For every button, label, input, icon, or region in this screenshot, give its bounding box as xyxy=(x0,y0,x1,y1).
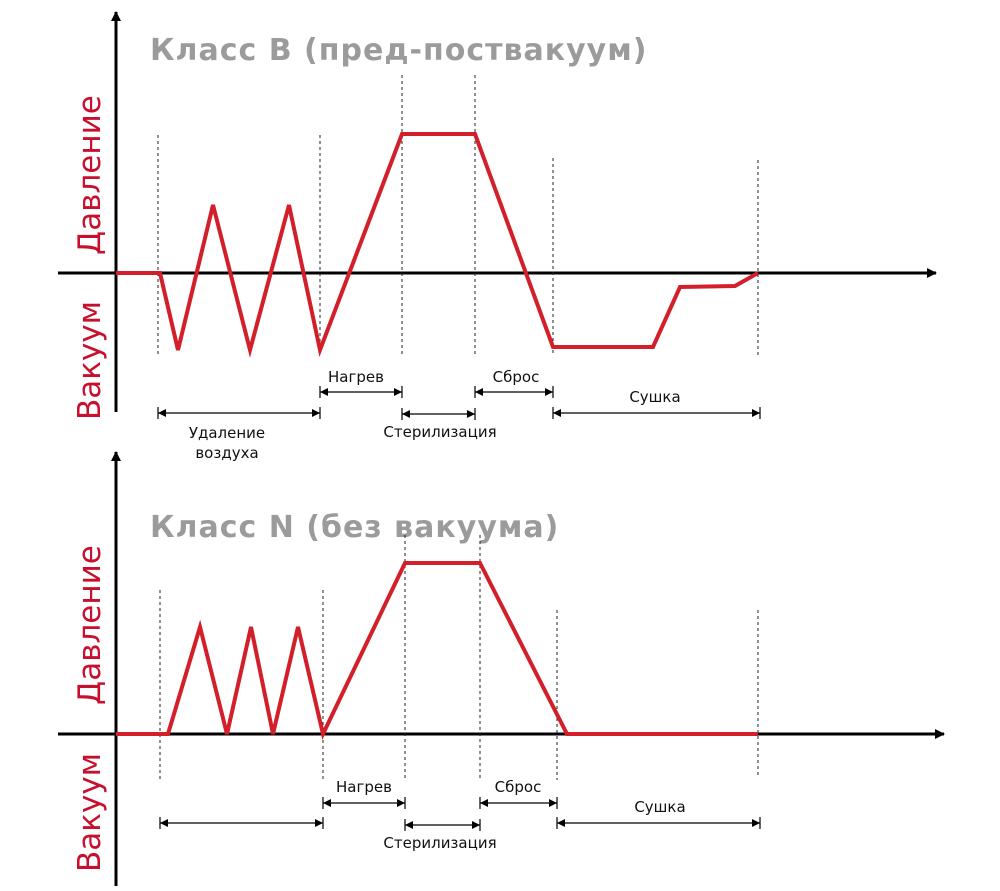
sterilization-label: Стерилизация xyxy=(383,423,496,441)
pressure-curve xyxy=(116,561,758,740)
release-label: Сброс xyxy=(495,778,542,796)
vacuum-axis-label: Вакуум xyxy=(72,753,108,872)
heating-label: Нагрев xyxy=(328,368,384,386)
phase-labels: Удаление воздуха Нагрев Стерилизация Сбр… xyxy=(189,368,681,462)
phase-dimensions xyxy=(157,386,761,420)
pressure-axis-label: Давление xyxy=(72,95,108,255)
sterilization-label: Стерилизация xyxy=(383,834,496,852)
pressure-curve xyxy=(116,132,759,358)
panel-class-b: Класс B (пред-поствакуум) Давление Вакуу… xyxy=(58,11,937,462)
phase-guides xyxy=(157,75,759,355)
air-removal-label-line1: Удаление xyxy=(189,424,265,442)
phase-guides xyxy=(159,535,759,780)
drying-dimension xyxy=(552,407,761,419)
axes xyxy=(58,11,937,412)
panel-class-n: Класс N (без вакуума) Давление Вакуум xyxy=(58,451,945,886)
vacuum-axis-label: Вакуум xyxy=(72,301,108,420)
drying-label: Сушка xyxy=(634,798,685,816)
sterilization-dimension xyxy=(404,819,481,831)
panel-title: Класс N (без вакуума) xyxy=(150,510,559,545)
air-removal-dimension xyxy=(159,817,324,829)
axes xyxy=(58,451,945,886)
heating-dimension xyxy=(319,386,403,398)
heating-label: Нагрев xyxy=(336,778,392,796)
air-removal-dimension xyxy=(157,407,321,419)
release-label: Сброс xyxy=(493,368,540,386)
drying-label: Сушка xyxy=(629,388,680,406)
sterilization-dimension xyxy=(401,408,476,420)
release-dimension xyxy=(474,386,554,398)
release-dimension xyxy=(479,797,558,809)
heating-dimension xyxy=(322,797,406,809)
phase-labels: Нагрев Стерилизация Сброс Сушка xyxy=(336,778,686,852)
air-removal-label-line2: воздуха xyxy=(195,444,258,462)
pressure-axis-label: Давление xyxy=(72,545,108,705)
panel-title: Класс B (пред-поствакуум) xyxy=(150,33,647,68)
phase-dimensions xyxy=(159,797,761,831)
drying-dimension xyxy=(556,817,761,829)
